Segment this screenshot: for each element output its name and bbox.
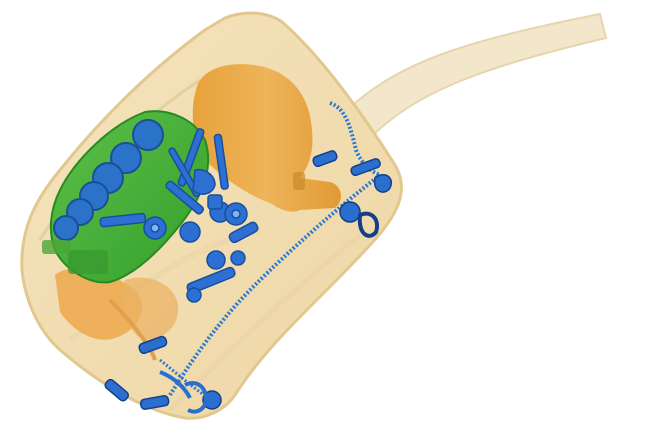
zipper-icon xyxy=(168,101,382,397)
bag-strap-icon xyxy=(343,12,608,142)
bottle-icon xyxy=(192,64,342,212)
battery-pack-icon xyxy=(42,110,210,284)
zipper-pull-icon xyxy=(104,150,392,410)
clip-hook-icon xyxy=(159,370,209,414)
keys-icon xyxy=(99,128,248,243)
